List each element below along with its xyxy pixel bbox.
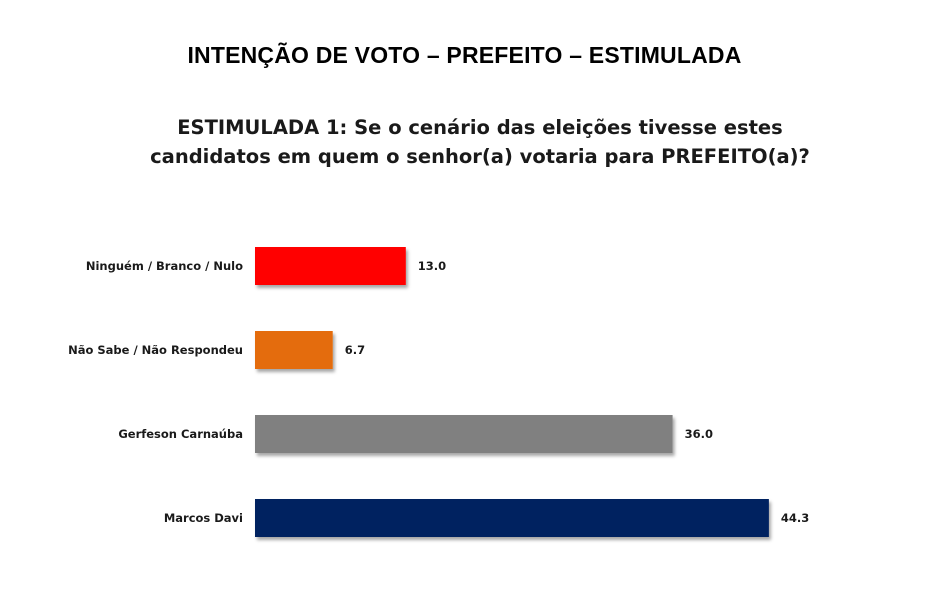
category-label: Marcos Davi	[164, 511, 243, 525]
chart-subtitle: ESTIMULADA 1: Se o cenário das eleições …	[150, 116, 810, 168]
bar	[255, 415, 673, 453]
category-label: Gerfeson Carnaúba	[118, 427, 243, 441]
bars-layer: Ninguém / Branco / Nulo 13.0 Não Sabe / Nã…	[68, 247, 809, 537]
category-label: Ninguém / Branco / Nulo	[86, 259, 243, 273]
category-label: Não Sabe / Não Respondeu	[68, 343, 243, 357]
value-label: 13.0	[418, 259, 446, 273]
bar	[255, 499, 769, 537]
value-label: 36.0	[685, 427, 713, 441]
value-label: 6.7	[345, 343, 365, 357]
bar	[255, 331, 333, 369]
bar	[255, 247, 406, 285]
chart-title: INTENÇÃO DE VOTO – PREFEITO – ESTIMULADA	[187, 42, 742, 68]
value-label: 44.3	[781, 511, 809, 525]
